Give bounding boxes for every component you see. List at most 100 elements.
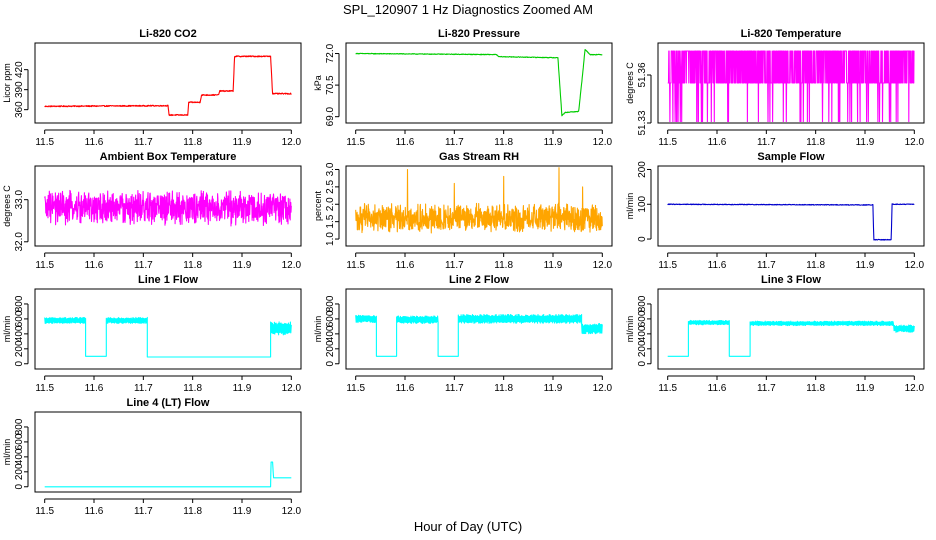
x-tick-label: 11.7 [134,383,153,394]
y-tick-label: 1.0 [325,232,336,246]
y-axis-label: percent [313,190,323,221]
x-tick-label: 11.9 [233,137,252,148]
y-tick-label: 420 [14,61,25,78]
x-tick-label: 11.7 [134,506,153,517]
plot-frame [657,42,925,124]
y-tick-label: 800 [325,295,336,312]
y-tick-label: 0 [637,236,648,242]
x-tick-label: 11.9 [233,260,252,271]
plot-frame [657,288,925,370]
x-tick-label: 11.8 [494,137,513,148]
panel-line-2-flow: Line 2 Flow ml/min 11.5 11.6 11.7 11.8 11.9 12.… [313,274,613,394]
panel-title: Line 3 Flow [761,274,821,286]
x-tick-label: 11.5 [35,137,54,148]
y-tick-label: 600 [14,310,25,327]
y-tick-label: 600 [637,310,648,327]
series-line [44,189,292,227]
series-line [355,48,603,117]
x-tick-label: 11.7 [445,260,464,271]
y-tick-label: 0 [14,484,25,490]
y-tick-label: 200 [637,340,648,357]
y-tick-label: 100 [637,195,648,212]
x-tick-label: 11.9 [856,260,875,271]
panel-sample-flow: Sample Flow ml/min 11.5 11.6 11.7 11.8 11.9 12.… [625,151,925,271]
x-tick-label: 11.5 [35,383,54,394]
y-tick-label: 200 [14,463,25,480]
x-axis: 11.5 11.6 11.7 11.8 11.9 12.0 [658,129,925,148]
x-tick-label: 11.7 [757,383,776,394]
plot-frame [34,42,302,124]
x-tick-label: 11.8 [183,137,202,148]
x-tick-label: 11.9 [544,383,563,394]
series-line [355,167,603,234]
panel-title: Gas Stream RH [439,151,519,163]
x-tick-label: 11.9 [544,137,563,148]
plot-frame [345,165,613,247]
x-axis: 11.5 11.6 11.7 11.8 11.9 12.0 [35,252,301,271]
panel-title: Line 1 Flow [138,274,198,286]
series-line [355,313,603,357]
panel-li-820-pressure: Li-820 Pressure kPa 11.5 11.6 11.7 11.8 11.9 12… [313,28,613,148]
x-tick-label: 11.5 [346,137,365,148]
x-axis: 11.5 11.6 11.7 11.8 11.9 12.0 [346,129,612,148]
panel-line-3-flow: Line 3 Flow ml/min 11.5 11.6 11.7 11.8 11.9 12.… [625,274,925,394]
x-tick-label: 11.6 [85,383,104,394]
y-tick-label: 400 [14,325,25,342]
x-tick-label: 12.0 [905,383,925,394]
y-axis-label: ml/min [625,193,635,220]
y-tick-label: 600 [325,310,336,327]
plot-frame [34,288,302,370]
series-line [667,203,915,241]
plot-frame [657,165,925,247]
panel-title: Li-820 CO2 [139,28,196,40]
y-tick-label: 2.0 [325,197,336,211]
y-tick-label: 51.36 [637,62,648,87]
x-tick-label: 12.0 [282,137,302,148]
x-tick-label: 11.5 [346,383,365,394]
y-tick-label: 400 [14,448,25,465]
x-tick-label: 11.5 [658,137,677,148]
y-tick-label: 2.5 [325,179,336,193]
y-tick-label: 51.33 [637,110,648,135]
y-tick-label: 32.0 [14,232,25,252]
x-axis: 11.5 11.6 11.7 11.8 11.9 12.0 [658,252,924,271]
x-tick-label: 12.0 [905,137,925,148]
y-axis-label: kPa [313,75,323,91]
x-tick-label: 12.0 [282,506,302,517]
plot-frame [34,165,302,247]
x-tick-label: 11.5 [658,260,677,271]
y-tick-label: 390 [14,81,25,98]
x-tick-label: 11.8 [806,260,825,271]
x-tick-label: 11.8 [183,260,202,271]
x-tick-label: 12.0 [593,383,613,394]
x-tick-label: 11.8 [183,383,202,394]
x-tick-label: 11.6 [396,383,415,394]
x-axis: 11.5 11.6 11.7 11.8 11.9 12.0 [35,498,302,517]
y-axis-label: ml/min [625,316,635,343]
y-axis: 51.33 51.36 [637,62,652,136]
x-tick-label: 11.5 [658,383,677,394]
y-tick-label: 70.5 [325,75,336,95]
x-tick-label: 11.6 [708,260,727,271]
y-tick-label: 600 [14,433,25,450]
x-axis: 11.5 11.6 11.7 11.8 11.9 12.0 [346,252,612,271]
y-axis-label: ml/min [2,439,12,466]
plot-frame [34,411,302,493]
x-tick-label: 11.8 [494,260,513,271]
x-tick-label: 11.9 [233,383,252,394]
x-tick-label: 11.6 [85,506,104,517]
x-tick-label: 11.7 [445,137,464,148]
x-axis: 11.5 11.6 11.7 11.8 11.9 12.0 [658,375,925,394]
y-axis-label: Licor ppm [2,63,12,103]
x-tick-label: 11.9 [856,137,875,148]
x-tick-label: 11.6 [708,383,727,394]
x-axis: 11.5 11.6 11.7 11.8 11.9 12.0 [346,375,613,394]
